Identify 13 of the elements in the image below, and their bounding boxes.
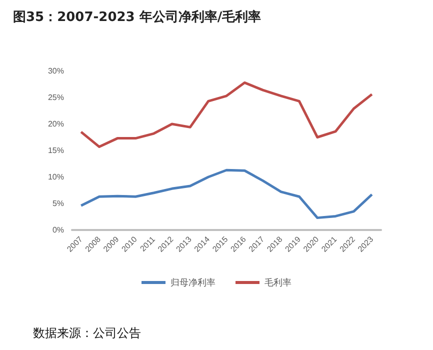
legend-label: 归母净利率 [170,278,216,288]
y-tick-label: 25% [48,93,64,102]
y-tick-label: 0% [52,226,64,234]
chart-title: 图35：2007-2023 年公司净利率/毛利率 [13,9,262,25]
y-tick-label: 15% [48,146,64,155]
line-series [80,81,374,148]
y-tick-label: 20% [48,120,64,128]
legend-label: 毛利率 [264,278,292,288]
y-tick-label: 10% [48,172,64,182]
y-tick-label: 5% [52,199,64,208]
line-series [80,168,374,220]
y-tick-label: 30% [48,66,64,76]
source-note: 数据来源：公司公告 [33,326,141,340]
